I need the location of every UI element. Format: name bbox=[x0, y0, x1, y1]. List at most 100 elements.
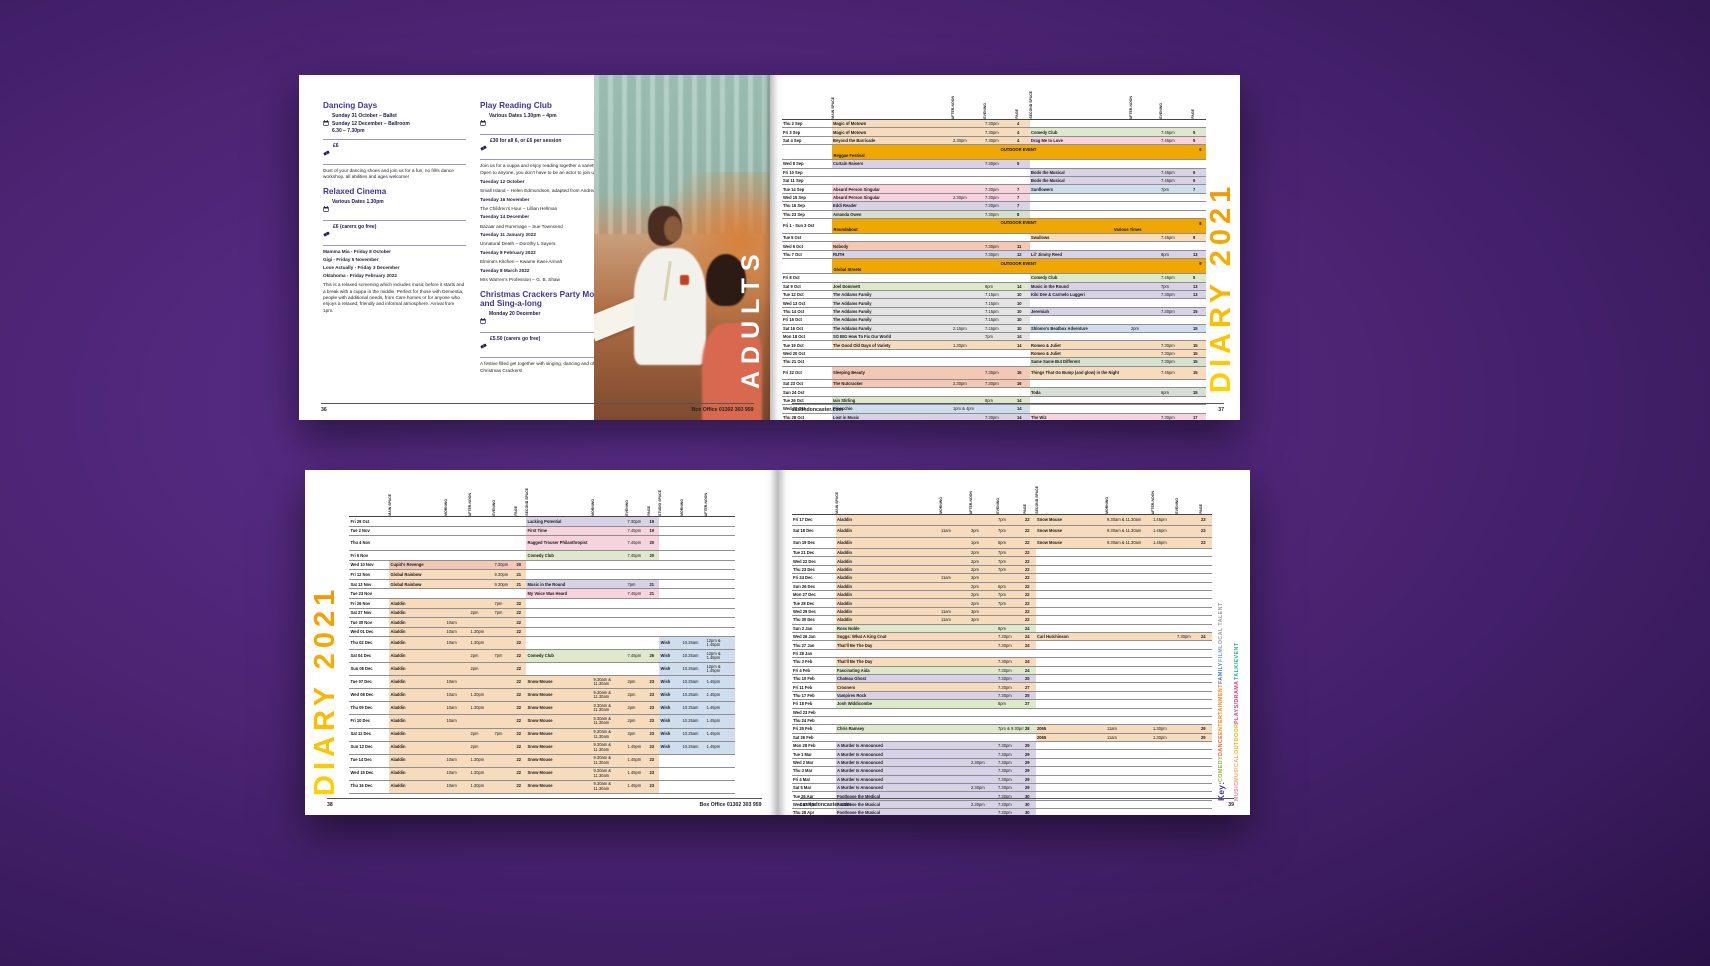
time-cell: 9.30pm bbox=[493, 579, 515, 589]
event-cell bbox=[1036, 591, 1106, 598]
time-cell: 8pm bbox=[1159, 250, 1192, 259]
page-cell: 4 bbox=[1015, 136, 1030, 145]
time-cell bbox=[1152, 608, 1176, 615]
date-cell: Wed 8 Sep bbox=[783, 161, 804, 167]
time-cell: 1.30pm bbox=[469, 780, 493, 793]
page-cell bbox=[1024, 709, 1036, 716]
event-cell: Footloose the Musical bbox=[835, 809, 940, 815]
event-cell: Aladdin bbox=[389, 715, 445, 728]
time-cell bbox=[1129, 282, 1160, 290]
section-title: Relaxed Cinema bbox=[323, 186, 387, 196]
time-cell: 10am bbox=[445, 637, 469, 650]
event-cell: A Murder Is Announced bbox=[835, 784, 940, 792]
page-cell bbox=[1200, 809, 1212, 815]
time-cell bbox=[1106, 625, 1152, 632]
time-cell bbox=[1106, 667, 1152, 674]
divider-rule bbox=[323, 220, 466, 222]
event-cell: Absurd Person Singular bbox=[831, 185, 952, 193]
event-cell bbox=[832, 169, 952, 176]
time-cell bbox=[1106, 683, 1152, 690]
date-cell: Thu 16 Sep bbox=[783, 203, 805, 209]
time-cell bbox=[939, 800, 970, 809]
diary-row: Thu 02 Dec Aladdin 10am 1.30pm 22 Wish 10.25am… bbox=[349, 637, 735, 651]
page-cell: 21 bbox=[648, 579, 659, 589]
page-cell: 15 bbox=[1191, 341, 1206, 349]
time-cell bbox=[951, 307, 984, 316]
diary-row: Wed 6 Oct Nobody 7.30pm 11 bbox=[781, 242, 1206, 251]
time-cell bbox=[592, 650, 626, 663]
time-cell bbox=[1151, 632, 1176, 641]
time-cell bbox=[1160, 299, 1192, 306]
time-cell: 7.45pm bbox=[626, 589, 648, 598]
event-cell: Chris Ramsey bbox=[835, 725, 940, 733]
event-cell: Toda bbox=[1029, 388, 1130, 396]
page-cell: 10 bbox=[1015, 307, 1030, 316]
time-cell bbox=[996, 607, 1024, 616]
time-cell bbox=[445, 663, 469, 676]
time-cell: 7pm bbox=[1159, 282, 1192, 290]
time-cell bbox=[1160, 333, 1192, 340]
date-cell: Wed 13 Oct bbox=[783, 300, 806, 306]
event-cell bbox=[1030, 316, 1130, 323]
time-cell bbox=[1129, 168, 1160, 176]
time-cell: 2pm bbox=[626, 728, 648, 741]
time-cell: 10am bbox=[445, 780, 469, 793]
diary-row: Fri 24 Dec Aladdin 11am 3pm 22 bbox=[791, 574, 1212, 583]
page-cell: 27 bbox=[1023, 683, 1036, 691]
column-header-label: MAIN SPACE bbox=[834, 492, 839, 514]
page-cell bbox=[1200, 583, 1212, 590]
time-cell bbox=[939, 549, 970, 557]
time-cell bbox=[705, 599, 735, 608]
page-cell: 22 bbox=[515, 663, 526, 676]
outdoor-event-name: Reggae Festival bbox=[833, 153, 865, 159]
page-cell: 8 bbox=[1015, 210, 1030, 218]
listing-line: Oklahoma - Friday February 2022 bbox=[323, 273, 397, 279]
time-cell: 7.15pm bbox=[983, 299, 1016, 307]
time-cell bbox=[592, 570, 626, 579]
time-cell: 7.30pm bbox=[996, 632, 1024, 641]
divider-rule bbox=[323, 138, 466, 140]
diary-row: Wed 2 Mar A Murder Is Announced 2.30pm 7.30… bbox=[791, 758, 1212, 768]
time-cell: 2pm bbox=[626, 702, 648, 715]
time-cell bbox=[626, 637, 648, 649]
outdoor-event-times: Various Times bbox=[1113, 227, 1142, 232]
page-cell: 20 bbox=[515, 560, 526, 570]
diary-row: Sat 04 Dec Aladdin 2pm 7pm 22 Comedy Club 7.45… bbox=[349, 650, 735, 664]
time-cell bbox=[493, 767, 515, 780]
time-cell: 7.15pm bbox=[983, 291, 1016, 299]
page-cell: 30 bbox=[1023, 792, 1036, 800]
column-header-me: EVENING bbox=[982, 103, 1016, 119]
date-cell: Mon 27 Dec bbox=[793, 592, 816, 598]
time-cell bbox=[951, 299, 984, 307]
outdoor-event-name: Global Streets bbox=[833, 267, 862, 273]
time-cell bbox=[681, 561, 705, 570]
time-cell bbox=[1175, 733, 1200, 742]
date-cell: Tue 19 Oct bbox=[783, 342, 804, 348]
time-cell bbox=[1176, 692, 1200, 699]
outdoor-event-page: 9 bbox=[1199, 261, 1202, 267]
time-cell: 3pm bbox=[969, 607, 997, 616]
divider-rule bbox=[480, 134, 623, 136]
diary-row: Mon 18 Oct SO BIG How To Fix Our World 7pm… bbox=[781, 332, 1206, 342]
key-item-comedy: COMEDY bbox=[1218, 755, 1224, 782]
page-cell: 23 bbox=[648, 754, 659, 767]
column-header-sm: MORNING bbox=[1105, 497, 1152, 514]
event-cell: 2065 bbox=[1035, 733, 1106, 742]
page-cell: 23 bbox=[648, 741, 659, 754]
time-cell bbox=[493, 741, 515, 754]
event-cell: Sleeping Beauty bbox=[831, 366, 952, 380]
time-cell bbox=[592, 637, 626, 649]
time-cell bbox=[997, 650, 1024, 657]
time-cell: 10am bbox=[445, 715, 469, 728]
page-cell: 29 bbox=[1023, 775, 1036, 784]
column-header-me: EVENING bbox=[492, 500, 515, 516]
time-cell: 7.15pm bbox=[983, 307, 1016, 316]
diary-row: Tue 07 Dec Aladdin 10am 22 Snow Mouse 9.30am … bbox=[349, 676, 735, 690]
time-cell bbox=[705, 570, 735, 579]
time-cell bbox=[493, 536, 515, 550]
event-cell: Comedy Club bbox=[1029, 128, 1130, 136]
column-header-label: EVENING bbox=[982, 103, 987, 119]
column-header-label: STUDIO SPACE bbox=[658, 490, 662, 516]
page-cell bbox=[1200, 742, 1212, 749]
column-header-label: PAGE bbox=[1198, 504, 1203, 514]
